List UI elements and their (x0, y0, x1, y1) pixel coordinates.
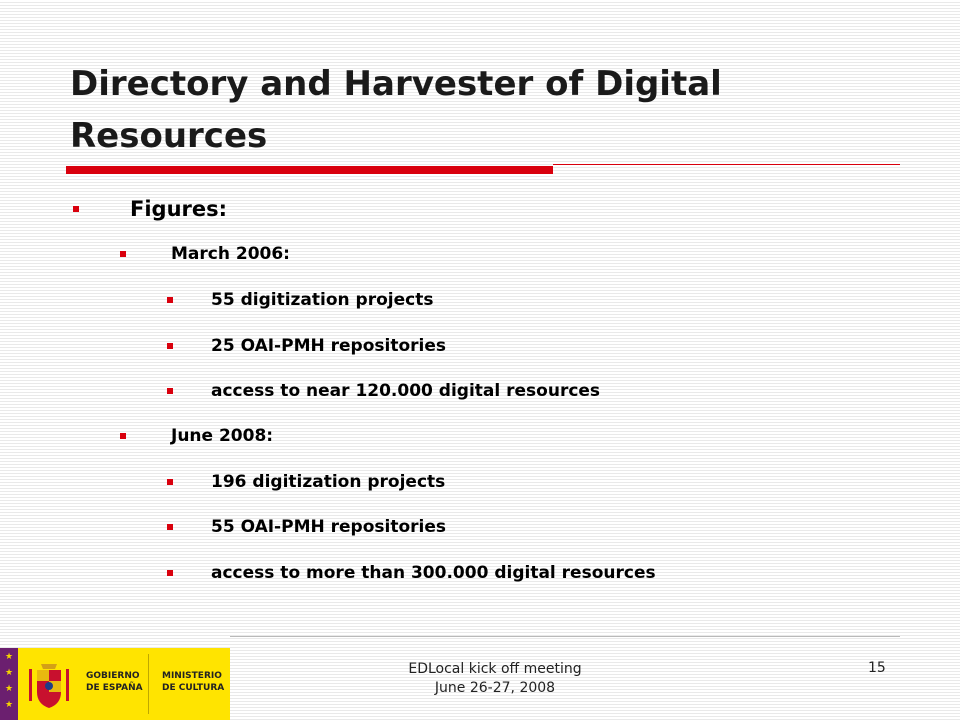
bullet-text: Figures: (130, 197, 228, 221)
page-number: 15 (868, 660, 886, 676)
coat-of-arms-icon (29, 664, 69, 708)
gov-label-line2: DE ESPAÑA (86, 683, 143, 693)
bullet-text: 196 digitization projects (211, 472, 446, 492)
bullet-item: access to near 120.000 digital resources (167, 381, 600, 401)
footer-text: EDLocal kick off meeting June 26-27, 200… (370, 660, 620, 698)
bullet-marker (167, 570, 173, 576)
title-underline-thin (553, 164, 900, 165)
bullet-item: 55 digitization projects (167, 290, 433, 310)
footer-divider (230, 636, 900, 637)
gov-label: GOBIERNO DE ESPAÑA (86, 670, 143, 694)
footer-line2: June 26-27, 2008 (434, 680, 556, 696)
bullet-text: access to more than 300.000 digital reso… (211, 563, 656, 583)
bullet-item: 55 OAI-PMH repositories (167, 517, 446, 537)
bullet-marker (167, 343, 173, 349)
slide-title: Directory and Harvester of Digital Resou… (70, 64, 722, 156)
bullet-text: 55 OAI-PMH repositories (211, 517, 447, 537)
star-icon: ★ (4, 684, 14, 694)
gov-label-line1: GOBIERNO (86, 671, 140, 681)
bullet-item: access to more than 300.000 digital reso… (167, 563, 656, 583)
bullet-text: June 2008: (171, 426, 274, 446)
bullet-marker (120, 433, 126, 439)
star-icon: ★ (4, 668, 14, 678)
logo-separator (148, 654, 149, 714)
bullet-marker (73, 206, 79, 212)
bullet-item: 196 digitization projects (167, 472, 445, 492)
star-icon: ★ (4, 700, 14, 710)
bullet-marker (167, 297, 173, 303)
title-underline-red (66, 166, 553, 174)
bullet-marker (120, 251, 126, 257)
footer-line1: EDLocal kick off meeting (408, 661, 582, 677)
ministry-label-line1: MINISTERIO (162, 671, 222, 681)
bullet-item: 25 OAI-PMH repositories (167, 336, 446, 356)
bullet-text: 55 digitization projects (211, 290, 434, 310)
bullet-june-2008: June 2008: (120, 426, 273, 446)
bullet-figures: Figures: (73, 197, 227, 221)
bullet-marker (167, 479, 173, 485)
bullet-march-2006: March 2006: (120, 244, 290, 264)
ministry-label-line2: DE CULTURA (162, 683, 225, 693)
bullet-marker (167, 524, 173, 530)
star-icon: ★ (4, 652, 14, 662)
ministry-label: MINISTERIO DE CULTURA (162, 670, 224, 694)
bullet-text: March 2006: (171, 244, 290, 264)
bullet-marker (167, 388, 173, 394)
bullet-text: access to near 120.000 digital resources (211, 381, 601, 401)
government-logo: ★ ★ ★ ★ GOBIERNO DE ESPAÑA MINISTERIO DE… (0, 648, 230, 720)
eu-flag-strip: ★ ★ ★ ★ (0, 648, 18, 720)
bullet-text: 25 OAI-PMH repositories (211, 336, 447, 356)
